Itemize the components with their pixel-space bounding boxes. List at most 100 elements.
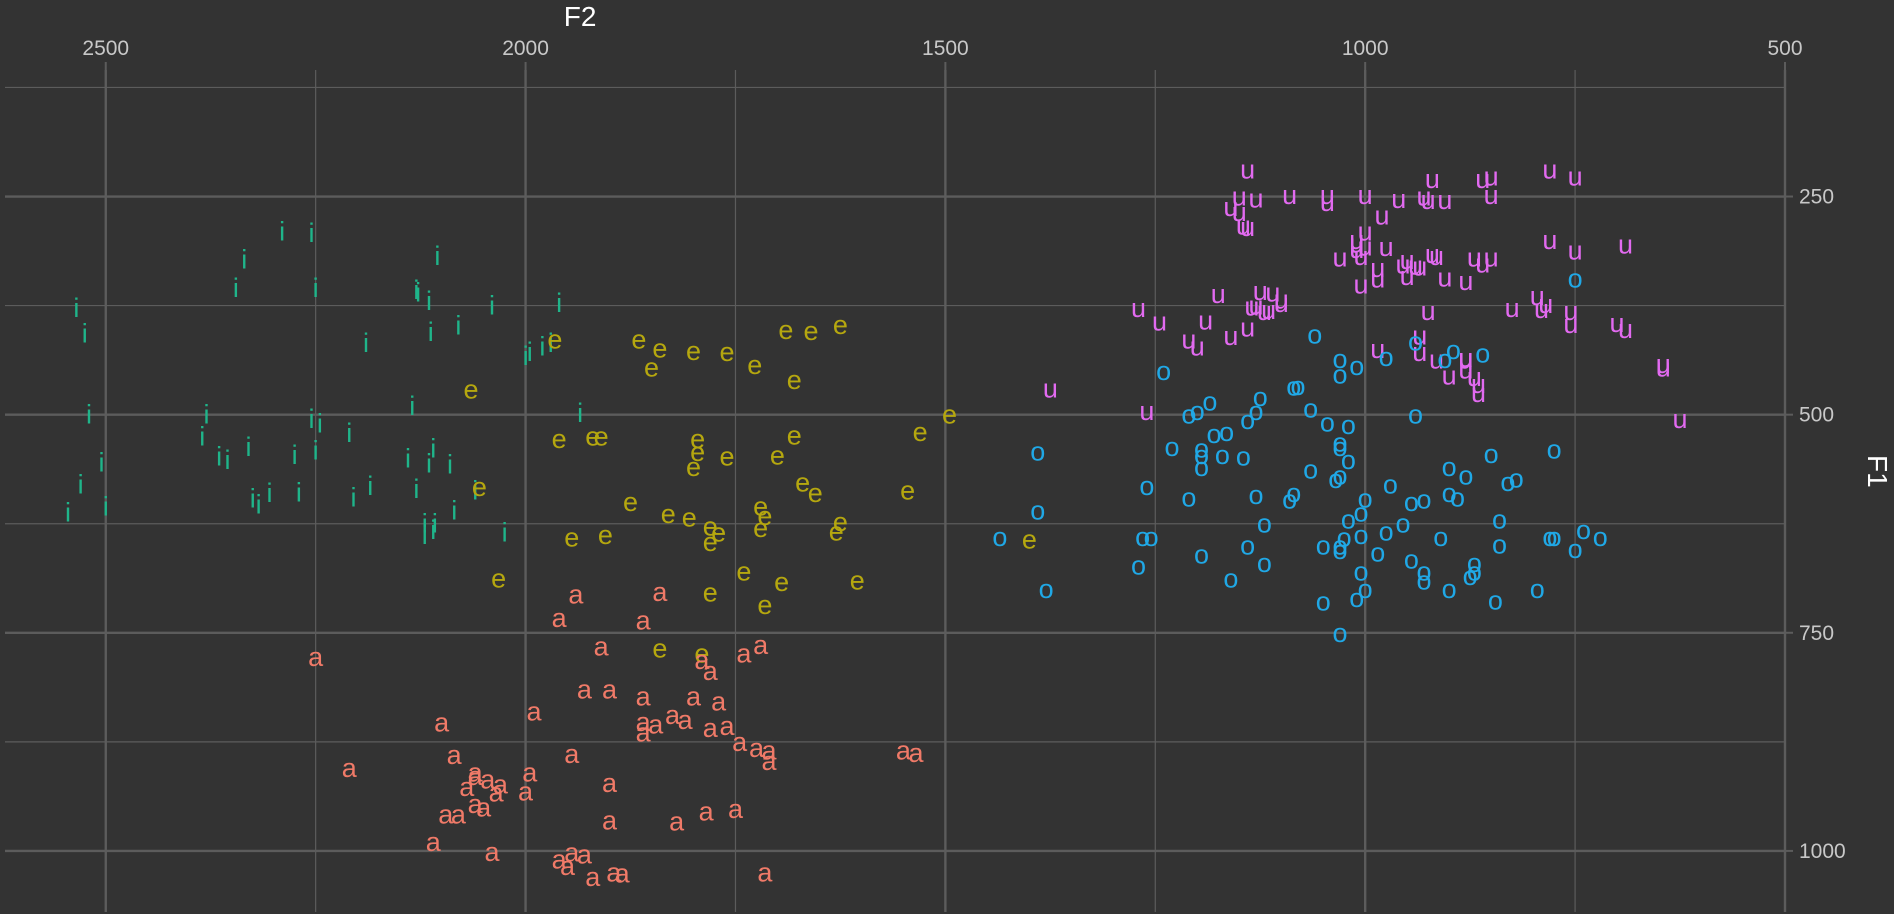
- data-point-u: u: [1484, 180, 1499, 210]
- data-point-i: i: [308, 404, 314, 434]
- data-point-i: i: [409, 391, 415, 421]
- data-point-o: o: [1240, 405, 1255, 435]
- data-point-e: e: [770, 441, 785, 471]
- data-point-o: o: [1408, 400, 1423, 430]
- data-point-u: u: [1358, 216, 1373, 246]
- data-point-a: a: [636, 681, 652, 711]
- data-point-o: o: [1568, 534, 1583, 564]
- data-point-a: a: [648, 709, 664, 739]
- data-point-u: u: [1391, 184, 1406, 214]
- data-point-i: i: [250, 483, 256, 513]
- data-point-a: a: [736, 639, 752, 669]
- data-point-e: e: [787, 365, 802, 395]
- data-point-o: o: [1332, 461, 1347, 491]
- data-point-e: e: [913, 417, 928, 447]
- data-point-o: o: [1484, 439, 1499, 469]
- data-point-o: o: [1332, 432, 1347, 462]
- data-point-u: u: [1043, 373, 1058, 403]
- data-point-i: i: [317, 408, 323, 438]
- data-point-i: i: [413, 474, 419, 504]
- data-point-u: u: [1412, 320, 1427, 350]
- data-point-i: i: [99, 448, 105, 478]
- data-point-a: a: [908, 738, 924, 768]
- data-point-a: a: [636, 717, 652, 747]
- data-point-a: a: [451, 799, 467, 829]
- data-point-i: i: [363, 328, 369, 358]
- data-point-i: i: [472, 476, 478, 506]
- data-point-u: u: [1542, 154, 1557, 184]
- data-point-u: u: [1408, 250, 1423, 280]
- data-point-u: u: [1458, 345, 1473, 375]
- data-point-e: e: [547, 325, 562, 355]
- data-point-o: o: [1194, 440, 1209, 470]
- data-point-e: e: [631, 325, 646, 355]
- x-tick-label: 1500: [922, 37, 969, 60]
- y-tick-label: 750: [1799, 622, 1834, 645]
- data-point-o: o: [1349, 351, 1364, 381]
- data-point-u: u: [1437, 185, 1452, 215]
- data-point-i: i: [577, 398, 583, 428]
- data-point-e: e: [585, 421, 600, 451]
- data-point-o: o: [1144, 522, 1159, 552]
- data-point-a: a: [577, 675, 593, 705]
- data-point-u: u: [1542, 225, 1557, 255]
- data-point-u: u: [1530, 281, 1545, 311]
- data-point-u: u: [1152, 306, 1167, 336]
- data-point-a: a: [522, 757, 538, 787]
- data-point-a: a: [602, 768, 618, 798]
- data-point-u: u: [1484, 161, 1499, 191]
- data-point-u: u: [1353, 270, 1368, 300]
- data-point-a: a: [753, 630, 769, 660]
- data-point-a: a: [489, 777, 505, 807]
- data-point-o: o: [1442, 478, 1457, 508]
- data-point-i: i: [430, 515, 436, 545]
- data-point-o: o: [1442, 452, 1457, 482]
- axis-ticks: 2500 2000 1500 1000 500 250 500 750 1000: [82, 37, 1845, 863]
- data-point-i: i: [451, 496, 457, 526]
- data-point-a: a: [438, 799, 454, 829]
- data-point-e: e: [833, 507, 848, 537]
- data-point-i: i: [279, 216, 285, 246]
- data-point-u: u: [1240, 312, 1255, 342]
- data-point-a: a: [602, 805, 618, 835]
- x-tick-label: 2000: [502, 37, 549, 60]
- data-point-o: o: [1249, 480, 1264, 510]
- data-point-i: i: [350, 483, 356, 513]
- data-point-e: e: [463, 374, 478, 404]
- data-point-a: a: [703, 713, 719, 743]
- data-point-u: u: [1249, 291, 1264, 321]
- data-point-a: a: [564, 838, 580, 868]
- data-point-u: u: [1374, 201, 1389, 231]
- data-point-o: o: [1446, 335, 1461, 365]
- data-point-o: o: [1156, 356, 1171, 386]
- data-point-i: i: [413, 275, 419, 305]
- data-point-i: i: [225, 445, 231, 475]
- data-point-e: e: [594, 421, 609, 451]
- data-point-a: a: [636, 606, 652, 636]
- data-point-o: o: [1039, 574, 1054, 604]
- data-point-o: o: [1286, 478, 1301, 508]
- data-point-e: e: [652, 633, 667, 663]
- data-point-o: o: [1240, 531, 1255, 561]
- data-point-u: u: [1139, 396, 1154, 426]
- data-point-i: i: [256, 490, 262, 520]
- data-point-e: e: [829, 517, 844, 547]
- data-point-i: i: [216, 442, 222, 472]
- data-point-u: u: [1211, 279, 1226, 309]
- data-point-u: u: [1395, 250, 1410, 280]
- data-point-u: u: [1568, 236, 1583, 266]
- data-point-o: o: [1383, 469, 1398, 499]
- data-point-o: o: [1316, 531, 1331, 561]
- data-point-u: u: [1353, 241, 1368, 271]
- data-point-e: e: [703, 578, 718, 608]
- data-point-u: u: [1265, 277, 1280, 307]
- data-point-o: o: [1332, 360, 1347, 390]
- data-point-a: a: [749, 733, 765, 763]
- data-point-o: o: [1194, 434, 1209, 464]
- data-point-e: e: [942, 400, 957, 430]
- data-point-i: i: [428, 317, 434, 347]
- data-point-o: o: [1341, 445, 1356, 475]
- data-point-a: a: [552, 603, 568, 633]
- data-point-o: o: [1433, 522, 1448, 552]
- data-point-u: u: [1181, 325, 1196, 355]
